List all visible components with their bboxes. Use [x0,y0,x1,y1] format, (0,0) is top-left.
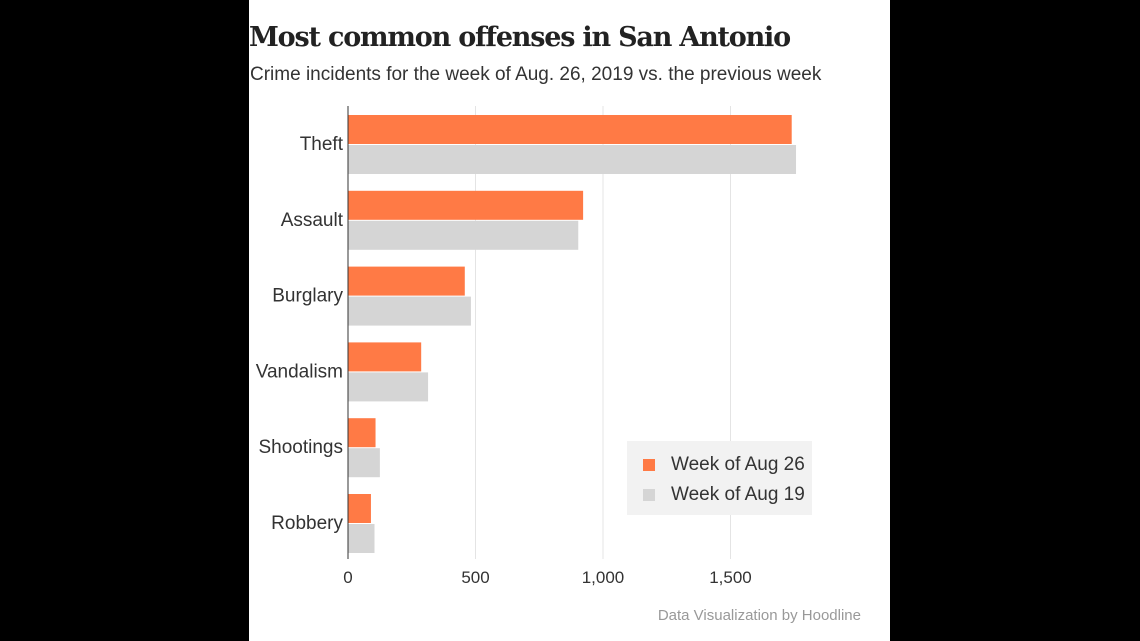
x-tick-label-1500: 1,500 [709,568,752,587]
bar-assault-week-of-aug-19 [348,220,579,250]
legend-label-week-aug-19: Week of Aug 19 [671,484,805,505]
bar-theft-week-of-aug-26 [348,115,792,144]
legend-swatch-week-aug-19 [643,489,655,501]
bar-burglary-week-of-aug-19 [348,296,471,326]
x-tick-labels: 0 500 1,000 1,500 [343,568,752,587]
category-label-burglary: Burglary [272,286,343,307]
bars [348,115,797,553]
category-label-assault: Assault [281,210,344,231]
category-label-vandalism: Vandalism [256,361,343,382]
chart-title: Most common offenses in San Antonio [249,22,791,53]
category-label-shootings: Shootings [258,437,343,458]
credit-text: Data Visualization by Hoodline [657,607,861,624]
x-tick-label-0: 0 [343,568,352,587]
bar-burglary-week-of-aug-26 [348,266,465,296]
bar-vandalism-week-of-aug-26 [348,342,422,372]
bar-robbery-week-of-aug-19 [348,524,375,553]
x-tick-label-1000: 1,000 [582,568,625,587]
chart-subtitle: Crime incidents for the week of Aug. 26,… [250,64,822,85]
legend-label-week-aug-26: Week of Aug 26 [671,454,805,475]
category-labels: Theft Assault Burglary Vandalism Shootings Ro… [256,134,344,534]
legend-item-week-aug-19: Week of Aug 19 [643,483,805,507]
legend-swatch-week-aug-26 [643,459,655,471]
bar-chart-plot: Theft Assault Burglary Vandalism Shootings Ro… [256,106,797,587]
bar-vandalism-week-of-aug-19 [348,372,429,402]
bar-shootings-week-of-aug-26 [348,418,376,448]
bar-assault-week-of-aug-26 [348,190,584,220]
bar-shootings-week-of-aug-19 [348,448,380,478]
legend-item-week-aug-26: Week of Aug 26 [643,453,805,477]
x-tick-label-500: 500 [461,568,489,587]
category-label-theft: Theft [300,134,344,155]
category-label-robbery: Robbery [271,513,343,534]
legend: Week of Aug 26 Week of Aug 19 [627,441,812,515]
bar-robbery-week-of-aug-26 [348,494,371,523]
bar-theft-week-of-aug-19 [348,145,797,174]
chart-frame: Most common offenses in San Antonio Crim… [249,0,890,641]
